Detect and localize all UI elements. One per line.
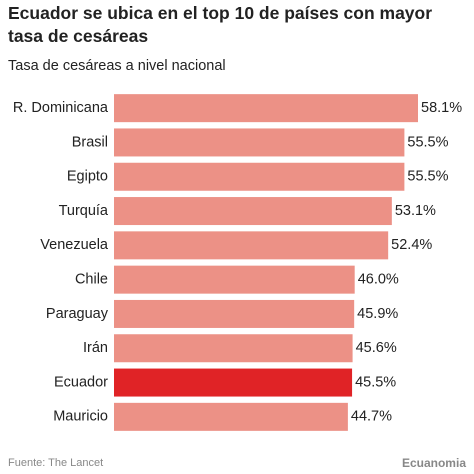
value-label: 45.6% [356,340,397,356]
bar [114,265,355,294]
category-label: Irán [83,340,108,356]
value-label: 55.5% [407,169,448,185]
brand: Ecuanomia [401,456,466,470]
source-note: Fuente: The Lancet [8,457,104,469]
value-label: 46.0% [358,271,399,287]
value-label: 52.4% [391,237,432,253]
category-label: Ecuador [54,374,108,390]
value-label: 58.1% [421,100,462,116]
value-label: 45.9% [357,306,398,322]
chart-title: Ecuador se ubica en el top 10 de países … [8,3,433,46]
category-label: Venezuela [40,237,109,253]
category-label: Paraguay [46,306,109,322]
bar [114,334,353,363]
bar [114,94,418,123]
value-label: 53.1% [395,203,436,219]
value-label: 55.5% [407,134,448,150]
category-label: Chile [75,271,108,287]
value-label: 45.5% [355,374,396,390]
category-label: Mauricio [53,409,108,425]
bar [114,128,405,157]
category-label: Turquía [59,203,109,219]
bar [114,197,392,226]
category-label: Egipto [67,169,108,185]
bar [114,402,348,431]
bar [114,162,405,191]
bar [114,299,355,328]
value-label: 44.7% [351,409,392,425]
category-label: R. Dominicana [13,100,109,116]
bar [114,368,353,397]
bar [114,231,389,260]
chart-subtitle: Tasa de cesáreas a nivel nacional [8,58,226,74]
category-label: Brasil [72,134,108,150]
